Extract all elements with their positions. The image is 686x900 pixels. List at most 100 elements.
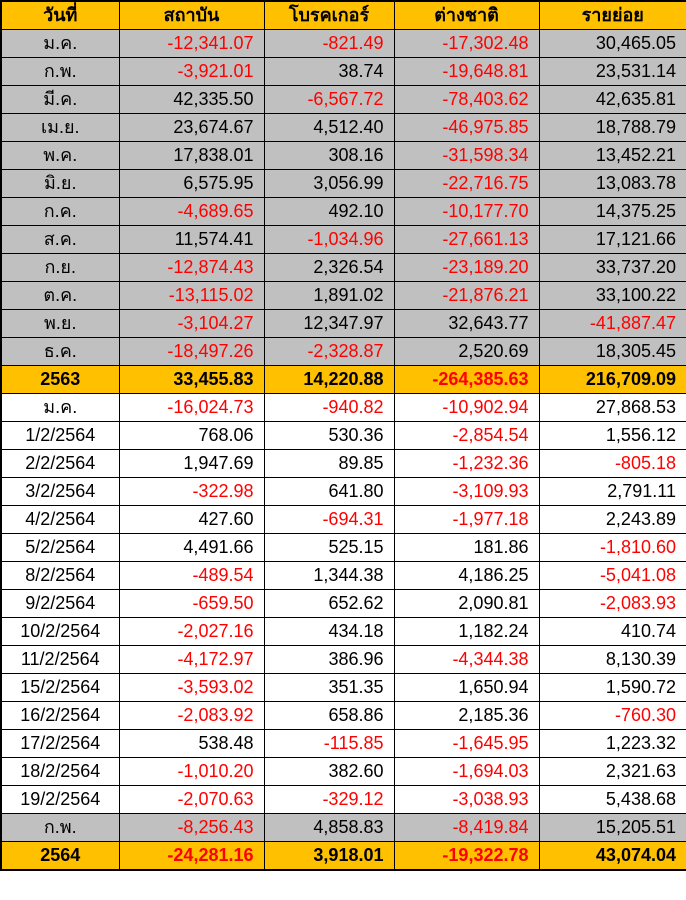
row-label: ก.พ. bbox=[0, 57, 120, 86]
value-cell: 768.06 bbox=[118, 421, 265, 450]
value-cell: -12,874.43 bbox=[118, 253, 265, 282]
value-cell: 2,326.54 bbox=[263, 253, 395, 282]
row-label: 15/2/2564 bbox=[0, 673, 120, 702]
value-cell: -1,694.03 bbox=[393, 757, 540, 786]
value-cell: -940.82 bbox=[263, 393, 395, 422]
value-cell: -2,070.63 bbox=[118, 785, 265, 814]
row-label: ม.ค. bbox=[0, 29, 120, 58]
value-cell: -13,115.02 bbox=[118, 281, 265, 310]
row-label: 19/2/2564 bbox=[0, 785, 120, 814]
value-cell: -6,567.72 bbox=[263, 85, 395, 114]
value-cell: -322.98 bbox=[118, 477, 265, 506]
row-label: 4/2/2564 bbox=[0, 505, 120, 534]
table-row: พ.ย. -3,104.27 12,347.97 32,643.77 -41,887.4… bbox=[0, 309, 686, 338]
value-cell: 2,321.63 bbox=[538, 757, 686, 786]
value-cell: 1,590.72 bbox=[538, 673, 686, 702]
value-cell: -4,689.65 bbox=[118, 197, 265, 226]
table-row: ส.ค. 11,574.41 -1,034.96 -27,661.13 17,121.6… bbox=[0, 225, 686, 254]
value-cell: 14,220.88 bbox=[263, 365, 395, 394]
row-label: ก.พ. bbox=[0, 813, 120, 842]
value-cell: 42,335.50 bbox=[118, 85, 265, 114]
value-cell: 382.60 bbox=[263, 757, 395, 786]
column-header-foreign: ต่างชาติ bbox=[393, 0, 540, 30]
value-cell: 2,243.89 bbox=[538, 505, 686, 534]
value-cell: -760.30 bbox=[538, 701, 686, 730]
row-label: มิ.ย. bbox=[0, 169, 120, 198]
value-cell: 33,737.20 bbox=[538, 253, 686, 282]
row-label: 2563 bbox=[0, 365, 120, 394]
table-body: ม.ค. -12,341.07 -821.49 -17,302.48 30,465.05… bbox=[0, 29, 686, 871]
value-cell: 5,438.68 bbox=[538, 785, 686, 814]
column-header-broker: โบรคเกอร์ bbox=[263, 0, 395, 30]
row-label: ก.ค. bbox=[0, 197, 120, 226]
value-cell: 181.86 bbox=[393, 533, 540, 562]
value-cell: -78,403.62 bbox=[393, 85, 540, 114]
value-cell: 18,305.45 bbox=[538, 337, 686, 366]
row-label: 10/2/2564 bbox=[0, 617, 120, 646]
value-cell: -489.54 bbox=[118, 561, 265, 590]
value-cell: 308.16 bbox=[263, 141, 395, 170]
value-cell: 386.96 bbox=[263, 645, 395, 674]
table-row: 8/2/2564 -489.54 1,344.38 4,186.25 -5,041.08 bbox=[0, 561, 686, 590]
table-row: 4/2/2564 427.60 -694.31 -1,977.18 2,243.89 bbox=[0, 505, 686, 534]
row-label: 5/2/2564 bbox=[0, 533, 120, 562]
value-cell: 3,918.01 bbox=[263, 841, 395, 871]
value-cell: -3,038.93 bbox=[393, 785, 540, 814]
value-cell: 13,083.78 bbox=[538, 169, 686, 198]
value-cell: 3,056.99 bbox=[263, 169, 395, 198]
row-label: 17/2/2564 bbox=[0, 729, 120, 758]
value-cell: -3,921.01 bbox=[118, 57, 265, 86]
column-header-date: วันที่ bbox=[0, 0, 120, 30]
value-cell: -2,854.54 bbox=[393, 421, 540, 450]
table-row: ม.ค. -16,024.73 -940.82 -10,902.94 27,868.53 bbox=[0, 393, 686, 422]
value-cell: -821.49 bbox=[263, 29, 395, 58]
value-cell: 6,575.95 bbox=[118, 169, 265, 198]
value-cell: 1,891.02 bbox=[263, 281, 395, 310]
header-row: วันที่ สถาบัน โบรคเกอร์ ต่างชาติ รายย่อย bbox=[0, 0, 686, 30]
value-cell: 42,635.81 bbox=[538, 85, 686, 114]
value-cell: 4,858.83 bbox=[263, 813, 395, 842]
value-cell: 641.80 bbox=[263, 477, 395, 506]
value-cell: 2,090.81 bbox=[393, 589, 540, 618]
table-row: ก.ย. -12,874.43 2,326.54 -23,189.20 33,737.2… bbox=[0, 253, 686, 282]
value-cell: 1,344.38 bbox=[263, 561, 395, 590]
value-cell: 4,186.25 bbox=[393, 561, 540, 590]
table-row: 16/2/2564 -2,083.92 658.86 2,185.36 -760.30 bbox=[0, 701, 686, 730]
value-cell: 1,182.24 bbox=[393, 617, 540, 646]
value-cell: -1,645.95 bbox=[393, 729, 540, 758]
row-label: 9/2/2564 bbox=[0, 589, 120, 618]
value-cell: -24,281.16 bbox=[118, 841, 265, 871]
table-row: 17/2/2564 538.48 -115.85 -1,645.95 1,223.32 bbox=[0, 729, 686, 758]
value-cell: 1,947.69 bbox=[118, 449, 265, 478]
value-cell: 434.18 bbox=[263, 617, 395, 646]
value-cell: 23,674.67 bbox=[118, 113, 265, 142]
value-cell: 4,512.40 bbox=[263, 113, 395, 142]
value-cell: -10,902.94 bbox=[393, 393, 540, 422]
value-cell: -17,302.48 bbox=[393, 29, 540, 58]
value-cell: 2,185.36 bbox=[393, 701, 540, 730]
row-label: 1/2/2564 bbox=[0, 421, 120, 450]
column-header-institution: สถาบัน bbox=[118, 0, 265, 30]
value-cell: -1,810.60 bbox=[538, 533, 686, 562]
row-label: 8/2/2564 bbox=[0, 561, 120, 590]
row-label: ก.ย. bbox=[0, 253, 120, 282]
value-cell: 351.35 bbox=[263, 673, 395, 702]
value-cell: 33,100.22 bbox=[538, 281, 686, 310]
value-cell: -27,661.13 bbox=[393, 225, 540, 254]
value-cell: -10,177.70 bbox=[393, 197, 540, 226]
value-cell: 2,791.11 bbox=[538, 477, 686, 506]
table-row: 1/2/2564 768.06 530.36 -2,854.54 1,556.12 bbox=[0, 421, 686, 450]
table-row: 3/2/2564 -322.98 641.80 -3,109.93 2,791.11 bbox=[0, 477, 686, 506]
column-header-retail: รายย่อย bbox=[538, 0, 686, 30]
value-cell: 1,556.12 bbox=[538, 421, 686, 450]
row-label: ส.ค. bbox=[0, 225, 120, 254]
value-cell: -21,876.21 bbox=[393, 281, 540, 310]
table-row: 5/2/2564 4,491.66 525.15 181.86 -1,810.60 bbox=[0, 533, 686, 562]
table-row: ก.ค. -4,689.65 492.10 -10,177.70 14,375.25 bbox=[0, 197, 686, 226]
table-row: ม.ค. -12,341.07 -821.49 -17,302.48 30,465.05 bbox=[0, 29, 686, 58]
table-row: เม.ย. 23,674.67 4,512.40 -46,975.85 18,788.7… bbox=[0, 113, 686, 142]
table-row: ก.พ. -8,256.43 4,858.83 -8,419.84 15,205.51 bbox=[0, 813, 686, 842]
value-cell: 13,452.21 bbox=[538, 141, 686, 170]
value-cell: -4,344.38 bbox=[393, 645, 540, 674]
value-cell: 8,130.39 bbox=[538, 645, 686, 674]
